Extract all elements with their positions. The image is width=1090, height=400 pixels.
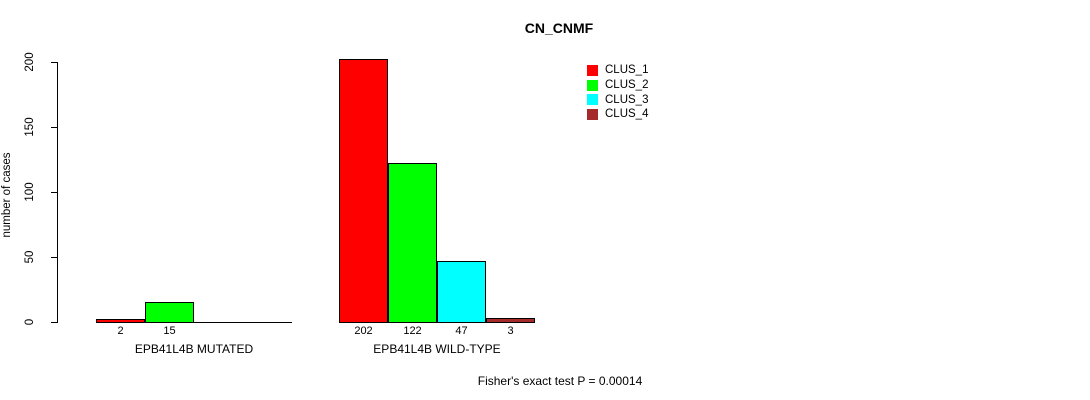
bar-value-label: 122 <box>403 325 422 337</box>
y-axis-tick-label: 100 <box>24 182 36 202</box>
y-axis-tick-label: 150 <box>24 117 36 137</box>
legend-label: CLUS_2 <box>605 79 649 92</box>
legend-item: CLUS_1 <box>587 63 648 78</box>
y-axis-tick <box>51 192 57 193</box>
group-label: EPB41L4B WILD-TYPE <box>373 342 501 356</box>
group-baseline <box>96 322 292 323</box>
legend-swatch-clus_2 <box>587 79 598 91</box>
legend-swatch-clus_4 <box>587 108 598 120</box>
bar-value-label: 15 <box>163 325 176 337</box>
y-axis-line <box>57 62 58 323</box>
legend-item: CLUS_3 <box>587 92 648 107</box>
bar-clus_4-g2 <box>486 318 535 323</box>
legend-swatch-clus_3 <box>587 94 598 106</box>
chart-title: CN_CNMF <box>524 20 594 36</box>
bar-clus_1-g1 <box>96 319 145 323</box>
legend-label: CLUS_4 <box>605 108 649 121</box>
y-axis-tick-label: 0 <box>24 318 36 326</box>
y-axis-tick-label: 200 <box>24 52 36 72</box>
group-label: EPB41L4B MUTATED <box>134 342 254 356</box>
bar-value-label: 47 <box>455 325 468 337</box>
y-axis-tick <box>51 322 57 323</box>
bar-clus_2-g1 <box>145 302 194 323</box>
y-axis-tick <box>51 62 57 63</box>
legend: CLUS_1 CLUS_2 CLUS_3 CLUS_4 <box>587 63 648 122</box>
legend-label: CLUS_1 <box>605 64 649 77</box>
bar-clus_3-g2 <box>437 261 486 323</box>
bar-value-label: 3 <box>507 325 514 337</box>
bar-clus_1-g2 <box>339 59 388 323</box>
legend-item: CLUS_4 <box>587 107 648 122</box>
bar-value-label: 202 <box>354 325 373 337</box>
annotation-text: Fisher's exact test P = 0.00014 <box>477 374 643 388</box>
bar-clus_2-g2 <box>388 163 437 323</box>
y-axis-tick <box>51 127 57 128</box>
legend-label: CLUS_3 <box>605 93 649 106</box>
legend-item: CLUS_2 <box>587 78 648 93</box>
y-axis-title: number of cases <box>1 152 13 238</box>
legend-swatch-clus_1 <box>587 64 598 76</box>
y-axis-tick-label: 50 <box>24 250 36 264</box>
bar-value-label: 2 <box>117 325 124 337</box>
y-axis-tick <box>51 257 57 258</box>
